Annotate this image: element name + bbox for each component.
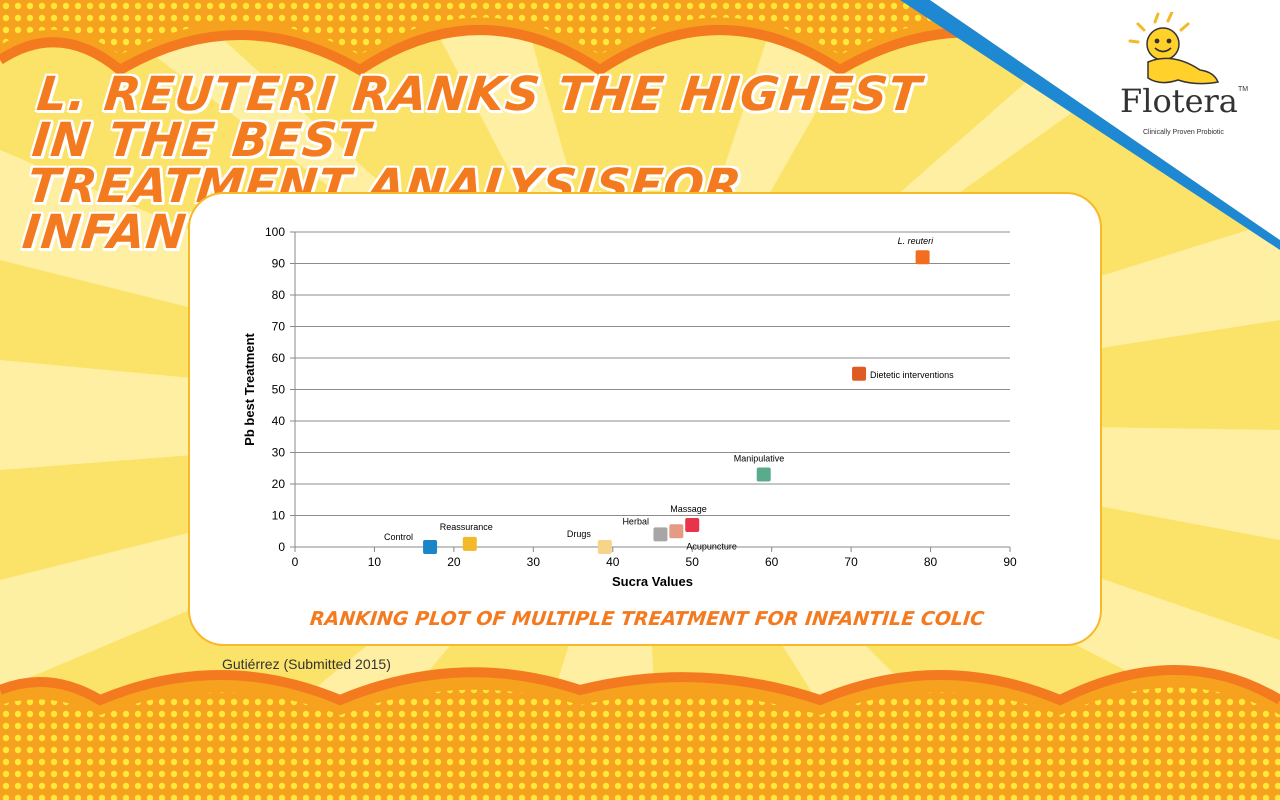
data-point: [756, 467, 771, 482]
trademark: TM: [1238, 86, 1249, 93]
y-tick-label: 10: [272, 509, 286, 523]
x-tick-label: 50: [686, 555, 700, 569]
point-label: Dietetic interventions: [870, 370, 954, 380]
y-axis-label: Pb best Treatment: [242, 332, 257, 445]
point-label: Drugs: [567, 529, 592, 539]
y-tick-label: 20: [272, 477, 286, 491]
x-tick-label: 10: [368, 555, 382, 569]
ranking-scatter-chart: 0 10 20 30 40 50 60 70 80 90 100 0 10 20 30 40 50 60 70 80…: [242, 225, 1017, 589]
grid-lines: [290, 231, 1011, 552]
y-tick-label: 40: [272, 414, 286, 428]
x-axis-label: Sucra Values: [612, 574, 693, 589]
point-label: Control: [384, 532, 413, 542]
data-point: [685, 517, 700, 532]
point-label: Herbal: [622, 516, 649, 526]
x-tick-label: 30: [527, 555, 541, 569]
data-point: [915, 250, 930, 265]
y-tick-label: 0: [278, 540, 285, 554]
point-label: L. reuteri: [898, 236, 935, 246]
point-label: Reassurance: [440, 522, 493, 532]
data-point: [852, 366, 867, 381]
x-tick-label: 60: [765, 555, 779, 569]
y-tick-label: 60: [272, 351, 286, 365]
y-tick-labels: 0 10 20 30 40 50 60 70 80 90 100: [265, 225, 285, 554]
x-tick-label: 90: [1003, 555, 1017, 569]
point-label: Acupuncture: [686, 541, 737, 551]
y-tick-label: 70: [272, 320, 286, 334]
x-tick-label: 0: [292, 555, 299, 569]
data-point: [597, 540, 612, 554]
smiling-sun-mascot-icon: [1128, 12, 1220, 85]
headline-line-1: L. reuteri ranks the highest in the best: [29, 67, 925, 168]
x-tick-label: 40: [606, 555, 620, 569]
data-point: [423, 540, 438, 554]
data-point: [653, 527, 668, 542]
brand-name: Flotera: [1120, 82, 1238, 120]
data-points: Control Reassurance Drugs Herbal Acupuncture…: [384, 236, 954, 554]
chart-caption: Ranking plot of multiple treatment for i…: [308, 608, 986, 630]
y-tick-label: 90: [272, 257, 286, 271]
brand-tagline: Clinically Proven Probiotic: [1143, 129, 1224, 136]
chart-card: [188, 192, 1102, 646]
y-tick-label: 50: [272, 383, 286, 397]
x-tick-label: 70: [844, 555, 858, 569]
citation: Gutiérrez (Submitted 2015): [222, 656, 391, 672]
y-tick-label: 80: [272, 288, 286, 302]
data-point: [669, 524, 684, 539]
y-tick-label: 100: [265, 225, 285, 239]
x-tick-labels: 0 10 20 30 40 50 60 70 80 90: [292, 555, 1017, 569]
point-label: Manipulative: [734, 454, 785, 464]
x-tick-label: 80: [924, 555, 938, 569]
point-label: Massage: [670, 504, 707, 514]
y-tick-label: 30: [272, 446, 286, 460]
x-tick-label: 20: [447, 555, 461, 569]
data-point: [462, 536, 477, 551]
